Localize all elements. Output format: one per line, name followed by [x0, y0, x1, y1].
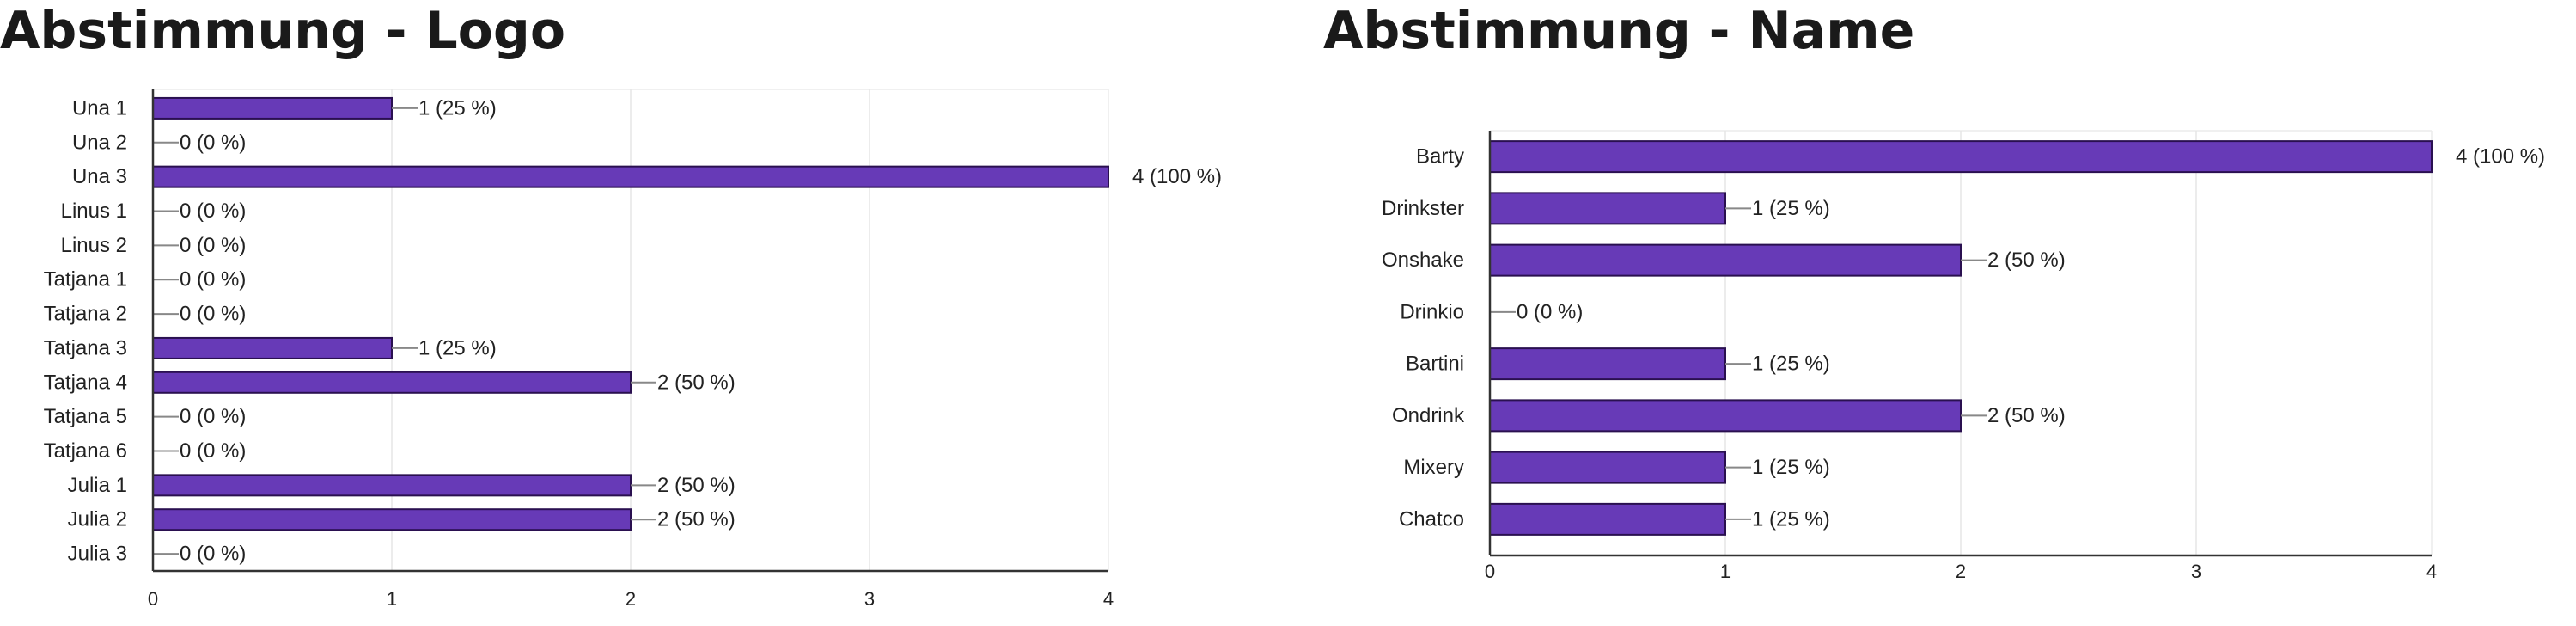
data-label: 2 (50 %) [657, 508, 736, 531]
category-label: Tatjana 6 [44, 439, 127, 463]
data-label: 2 (50 %) [657, 371, 736, 394]
bar [152, 96, 393, 120]
data-label: 4 (100 %) [2456, 145, 2545, 169]
data-label: 1 (25 %) [1752, 456, 1830, 479]
category-label: Linus 2 [61, 234, 127, 257]
x-tick-label: 3 [2191, 561, 2201, 582]
data-label: 0 (0 %) [180, 131, 246, 154]
category-label: Julia 2 [68, 508, 127, 531]
x-tick-label: 3 [864, 588, 875, 610]
category-label: Tatjana 4 [44, 371, 127, 394]
bar [1489, 347, 1726, 381]
bar-chart-logo: 0 1 2 3 4 Una 1 1 (25 %) Una 2 0 (0 %) Una 3 4 (10… [44, 89, 1222, 610]
x-tick-label: 0 [148, 588, 158, 610]
x-tick-label: 4 [2426, 561, 2437, 582]
bar [1489, 243, 1962, 277]
x-tick-label: 2 [626, 588, 636, 610]
bar [152, 165, 1109, 188]
category-label: Tatjana 2 [44, 303, 127, 326]
category-label: Drinkio [1400, 300, 1464, 323]
data-label: 0 (0 %) [180, 234, 246, 257]
bar [152, 474, 632, 497]
x-tick-label: 4 [1103, 588, 1114, 610]
data-label: 2 (50 %) [1987, 249, 2066, 272]
category-label: Julia 3 [68, 543, 127, 566]
data-label: 1 (25 %) [1752, 507, 1830, 531]
category-label: Ondrink [1392, 404, 1465, 427]
data-label: 1 (25 %) [1752, 197, 1830, 220]
data-label: 4 (100 %) [1132, 165, 1222, 188]
data-label: 1 (25 %) [1752, 353, 1830, 376]
chart-logo-panel: Abstimmung - Logo 0 1 2 3 4 Una 1 1 (25 %) Una … [0, 0, 1272, 626]
bar-chart-name: 0 1 2 3 4 Barty 4 (100 %) Drinkster 1 (25 %) Onsh… [1382, 130, 2545, 582]
data-label: 2 (50 %) [657, 474, 736, 497]
category-label: Barty [1416, 145, 1464, 169]
category-label: Una 2 [72, 131, 127, 154]
bar [152, 336, 393, 359]
data-label: 0 (0 %) [180, 405, 246, 428]
bar [152, 371, 632, 394]
x-tick-label: 1 [387, 588, 397, 610]
x-tick-label: 2 [1956, 561, 1966, 582]
category-label: Chatco [1399, 507, 1464, 531]
data-label: 0 (0 %) [180, 303, 246, 326]
chart-title-name: Abstimmung - Name [1323, 1, 1915, 61]
data-label: 1 (25 %) [418, 336, 497, 359]
data-label: 0 (0 %) [1517, 300, 1583, 323]
category-label: Tatjana 1 [44, 268, 127, 292]
data-label: 0 (0 %) [180, 439, 246, 463]
category-label: Tatjana 5 [44, 405, 127, 428]
category-label: Una 3 [72, 165, 127, 188]
category-label: Una 1 [72, 96, 127, 120]
chart-title-logo: Abstimmung - Logo [0, 1, 566, 61]
bar [152, 508, 632, 531]
category-label: Linus 1 [61, 199, 127, 223]
category-label: Onshake [1382, 249, 1464, 272]
bar [1489, 192, 1726, 225]
data-label: 0 (0 %) [180, 199, 246, 223]
bar [1489, 140, 2433, 174]
bar [1489, 399, 1962, 433]
bar [1489, 502, 1726, 536]
category-label: Mixery [1403, 456, 1464, 479]
data-label: 1 (25 %) [418, 96, 497, 120]
x-tick-label: 0 [1485, 561, 1495, 582]
data-label: 0 (0 %) [180, 543, 246, 566]
x-tick-label: 1 [1720, 561, 1731, 582]
category-label: Julia 1 [68, 474, 127, 497]
category-label: Bartini [1406, 353, 1464, 376]
chart-name-panel: Abstimmung - Name 0 1 2 3 4 Barty 4 (100 %) Dri… [1323, 0, 2576, 626]
bar [1489, 451, 1726, 484]
data-label: 0 (0 %) [180, 268, 246, 292]
category-label: Tatjana 3 [44, 336, 127, 359]
data-label: 2 (50 %) [1987, 404, 2066, 427]
category-label: Drinkster [1382, 197, 1464, 220]
